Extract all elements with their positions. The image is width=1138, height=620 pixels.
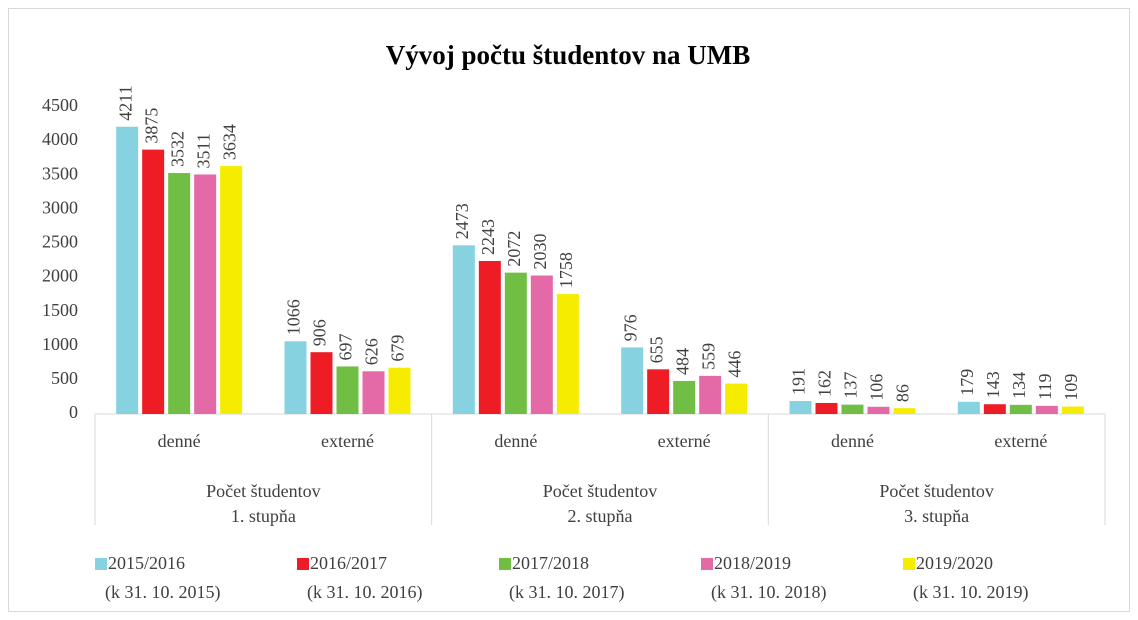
data-label: 119 [1035,374,1055,400]
chart-title: Vývoj počtu študentov na UMB [386,40,751,70]
y-tick-label: 2000 [42,266,78,286]
y-tick-label: 1000 [42,334,78,354]
bar [1061,406,1084,414]
bar [841,404,864,414]
data-label: 679 [388,335,408,362]
data-label: 137 [841,372,861,399]
group-label: Počet študentov [543,481,658,501]
bar [673,380,696,414]
bar [504,272,527,414]
bar [789,400,812,414]
bar [220,166,243,414]
y-tick-label: 4500 [42,95,78,115]
y-tick-label: 3500 [42,163,78,183]
data-label: 3532 [167,131,187,167]
group-label: 3. stupňa [904,506,969,526]
legend-label: 2018/2019 [714,553,791,573]
data-label: 1758 [556,252,576,288]
bar [699,375,722,414]
legend-label: (k 31. 10. 2016) [307,582,423,603]
legend-label: 2015/2016 [108,553,185,573]
y-tick-label: 0 [69,402,78,422]
legend-swatch [701,558,713,570]
data-label: 4211 [115,85,135,120]
data-label: 484 [672,348,692,375]
data-label: 2473 [452,203,472,239]
bar [647,369,670,414]
bar [1035,405,1058,414]
data-label: 3511 [193,133,213,168]
group-label: Počet študentov [879,481,994,501]
x-tick-label: denné [158,431,201,451]
data-label: 3875 [141,108,161,144]
data-label: 906 [310,319,330,346]
legend-label: 2019/2020 [916,553,993,573]
data-label: 655 [646,336,666,363]
x-tick-label: denné [831,431,874,451]
y-tick-label: 500 [51,368,78,388]
group-label: 2. stupňa [568,506,633,526]
bar [142,149,165,414]
data-label: 86 [893,384,913,402]
group-label: Počet študentov [206,481,321,501]
legend-label: (k 31. 10. 2015) [105,582,221,603]
bar [478,260,501,414]
data-label: 446 [724,351,744,378]
x-tick-label: denné [494,431,537,451]
data-label: 1066 [284,299,304,335]
legend-label: (k 31. 10. 2018) [711,582,827,603]
bar [815,402,838,414]
bar [983,404,1006,414]
data-label: 162 [815,370,835,397]
data-label: 2243 [478,219,498,255]
data-label: 191 [789,368,809,395]
bar [556,294,579,414]
y-tick-label: 1500 [42,300,78,320]
bar [362,371,385,414]
bar [284,341,307,414]
data-label: 2072 [504,231,524,267]
legend-label: 2017/2018 [512,553,589,573]
legend-swatch [903,558,915,570]
y-tick-label: 4000 [42,129,78,149]
legend-label: (k 31. 10. 2019) [913,582,1029,603]
x-tick-label: externé [658,431,711,451]
x-tick-label: externé [994,431,1047,451]
bar [168,173,191,414]
data-label: 3634 [219,124,239,160]
data-label: 143 [983,371,1003,398]
legend-label: 2016/2017 [310,553,387,573]
data-label: 697 [336,333,356,360]
bar [310,352,333,414]
legend-label: (k 31. 10. 2017) [509,582,625,603]
legend-swatch [95,558,107,570]
bar [867,406,890,414]
data-label: 109 [1061,374,1081,401]
bar [116,126,139,415]
group-label: 1. stupňa [231,506,296,526]
data-label: 106 [867,374,887,401]
legend-swatch [297,558,309,570]
data-label: 559 [698,343,718,370]
bar [893,408,916,414]
data-label: 179 [957,369,977,396]
data-label: 976 [620,314,640,341]
bar [194,174,217,414]
data-label: 626 [362,338,382,365]
bar [621,347,644,414]
data-label: 2030 [530,234,550,270]
bar [336,366,359,414]
bar [388,367,411,414]
y-tick-label: 3000 [42,197,78,217]
y-tick-label: 2500 [42,232,78,252]
bar [530,275,553,414]
data-label: 134 [1009,372,1029,399]
bar [1009,404,1032,414]
legend-swatch [499,558,511,570]
bar [725,383,748,414]
bar [452,245,475,414]
bar [957,401,980,414]
x-tick-label: externé [321,431,374,451]
